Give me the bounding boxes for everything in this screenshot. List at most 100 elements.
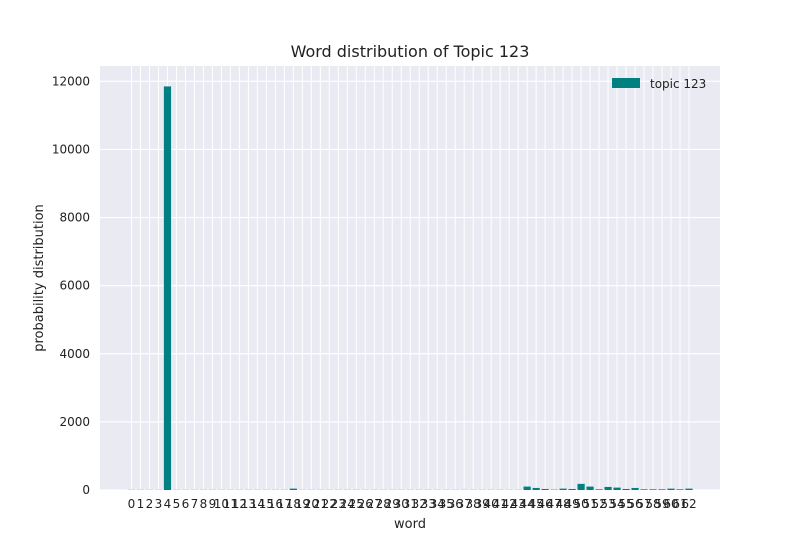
x-tick-label: 45 <box>528 497 543 511</box>
y-tick-label: 2000 <box>59 415 90 429</box>
bar <box>568 488 576 490</box>
y-tick-label: 0 <box>82 483 90 497</box>
bar <box>613 487 621 490</box>
x-tick-label: 3 <box>155 497 163 511</box>
bar <box>523 486 531 490</box>
x-tick-label: 16 <box>268 497 283 511</box>
x-tick-label: 54 <box>609 497 624 511</box>
x-tick-label: 22 <box>322 497 337 511</box>
x-tick-label: 27 <box>367 497 382 511</box>
x-tick-label: 25 <box>349 497 364 511</box>
x-tick-label: 11 <box>223 497 238 511</box>
x-tick-label: 47 <box>546 497 561 511</box>
x-tick-label: 42 <box>502 497 517 511</box>
bar <box>658 489 666 490</box>
bar <box>586 486 594 490</box>
x-tick-label: 51 <box>582 497 597 511</box>
x-tick-label: 4 <box>164 497 172 511</box>
bar <box>649 489 657 490</box>
x-tick-label: 59 <box>654 497 669 511</box>
x-tick-label: 49 <box>564 497 579 511</box>
y-tick-label: 8000 <box>59 211 90 225</box>
y-axis-label: probability distribution <box>32 204 47 352</box>
x-tick-label: 37 <box>457 497 472 511</box>
legend-label: topic 123 <box>650 77 706 91</box>
bar <box>577 483 585 490</box>
x-tick-label: 36 <box>448 497 463 511</box>
x-tick-label: 34 <box>430 497 445 511</box>
x-tick-label: 38 <box>466 497 481 511</box>
x-tick-label: 23 <box>331 497 346 511</box>
bar <box>532 487 540 490</box>
x-tick-label: 9 <box>209 497 217 511</box>
x-tick-label: 53 <box>600 497 615 511</box>
x-tick-label: 15 <box>259 497 274 511</box>
x-tick-label: 58 <box>645 497 660 511</box>
x-tick-label: 43 <box>511 497 526 511</box>
x-tick-label: 48 <box>555 497 570 511</box>
x-tick-label: 55 <box>618 497 633 511</box>
chart-title: Word distribution of Topic 123 <box>291 42 530 61</box>
x-tick-label: 26 <box>358 497 373 511</box>
legend: topic 123 <box>612 77 706 91</box>
y-tick-label: 6000 <box>59 279 90 293</box>
bar <box>595 489 603 490</box>
x-tick-label: 24 <box>340 497 355 511</box>
x-tick-label: 1 <box>137 497 145 511</box>
x-tick-label: 56 <box>627 497 642 511</box>
y-tick-label: 10000 <box>52 142 90 156</box>
x-tick-label: 5 <box>173 497 181 511</box>
x-tick-label: 33 <box>421 497 436 511</box>
legend-swatch <box>612 78 640 88</box>
x-tick-label: 2 <box>146 497 154 511</box>
x-tick-label: 13 <box>241 497 256 511</box>
x-tick-label: 10 <box>214 497 229 511</box>
x-tick-label: 14 <box>250 497 265 511</box>
x-tick-label: 32 <box>412 497 427 511</box>
x-tick-labels: 0 1 2 3 4 5 6 7 8 9101112131415161718192021222324… <box>128 497 697 511</box>
x-tick-label: 50 <box>573 497 588 511</box>
x-tick-label: 12 <box>232 497 247 511</box>
y-tick-label: 12000 <box>52 74 90 88</box>
x-tick-label: 52 <box>591 497 606 511</box>
x-tick-label: 35 <box>439 497 454 511</box>
bar <box>163 86 172 490</box>
x-tick-label: 62 <box>681 497 696 511</box>
x-tick-label: 21 <box>313 497 328 511</box>
x-tick-label: 28 <box>376 497 391 511</box>
bar <box>685 488 693 490</box>
bar <box>541 488 549 490</box>
y-tick-label: 4000 <box>59 347 90 361</box>
bar <box>604 486 612 490</box>
grid-lines <box>100 66 720 491</box>
x-tick-label: 31 <box>403 497 418 511</box>
x-tick-label: 18 <box>286 497 301 511</box>
x-axis-label: word <box>394 517 426 532</box>
x-tick-label: 41 <box>493 497 508 511</box>
x-tick-label: 6 <box>182 497 190 511</box>
x-tick-label: 61 <box>672 497 687 511</box>
x-tick-label: 44 <box>520 497 535 511</box>
x-tick-label: 40 <box>484 497 499 511</box>
x-tick-label: 30 <box>394 497 409 511</box>
bars <box>127 86 693 490</box>
x-tick-label: 0 <box>128 497 136 511</box>
bar <box>667 488 675 490</box>
bar <box>622 488 630 490</box>
x-tick-label: 20 <box>304 497 319 511</box>
x-tick-label: 57 <box>636 497 651 511</box>
x-tick-label: 7 <box>191 497 199 511</box>
bar <box>559 488 567 490</box>
bar <box>289 488 297 490</box>
x-tick-label: 46 <box>537 497 552 511</box>
bar <box>631 487 639 490</box>
x-tick-label: 19 <box>295 497 310 511</box>
x-tick-label: 17 <box>277 497 292 511</box>
x-tick-label: 8 <box>200 497 208 511</box>
bar <box>676 489 684 490</box>
y-tick-labels: 0 2000 4000 6000 8000 10000 12000 <box>52 74 90 497</box>
x-tick-label: 60 <box>663 497 678 511</box>
x-tick-label: 29 <box>385 497 400 511</box>
bar <box>640 489 648 490</box>
